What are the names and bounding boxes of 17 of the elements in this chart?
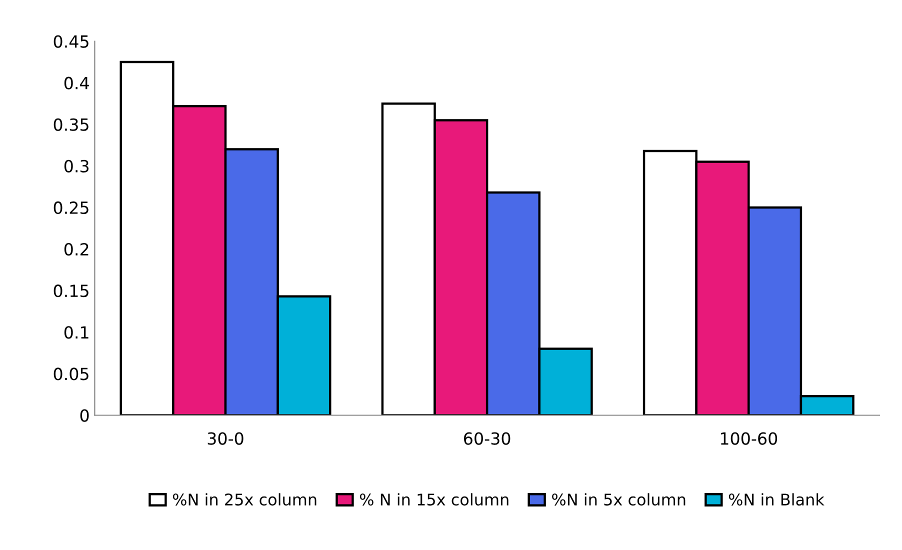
y-tick-label: 0.4 — [64, 76, 89, 90]
y-tick-label: 0 — [80, 409, 89, 422]
legend-label: %N in Blank — [728, 493, 824, 506]
x-tick-label: 60-30 — [464, 432, 510, 445]
y-tick-label: 0.3 — [64, 160, 89, 172]
legend-label: %N in 25x column — [172, 493, 316, 506]
y-tick-label: 0.05 — [54, 368, 88, 380]
y-tick-label: 0.35 — [54, 118, 88, 131]
legend-label: % N in 15x column — [360, 493, 508, 506]
y-tick-label: 0.1 — [64, 326, 88, 339]
y-tick-label: 0.45 — [54, 35, 88, 48]
y-tick-label: 0.2 — [64, 242, 88, 256]
x-tick-label: 30-0 — [208, 432, 244, 445]
y-tick-label: 0.15 — [54, 284, 88, 298]
legend-label: %N in 5x column — [552, 493, 686, 506]
x-tick-label: 100-60 — [720, 432, 778, 445]
y-tick-label: 0.25 — [54, 201, 88, 214]
